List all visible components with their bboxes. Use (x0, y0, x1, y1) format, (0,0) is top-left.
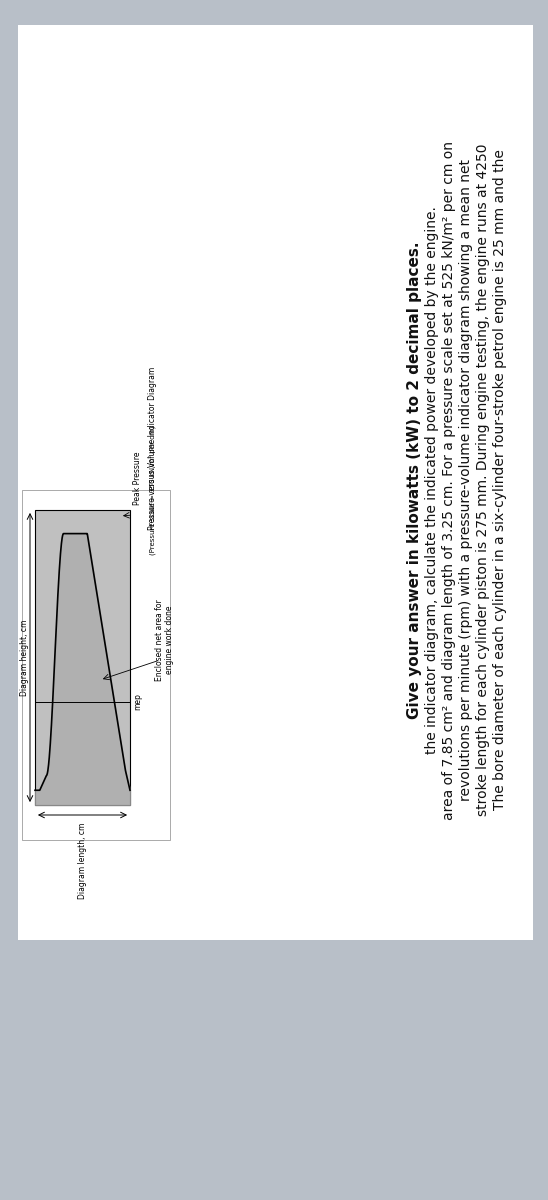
Text: Peak Pressure: Peak Pressure (133, 451, 142, 505)
Bar (35, 510, 130, 805)
Text: Give your answer in kilowatts (kW) to 2 decimal places.: Give your answer in kilowatts (kW) to 2 … (408, 241, 423, 719)
Text: Pressure versus Volume Indicator Diagram: Pressure versus Volume Indicator Diagram (148, 367, 157, 530)
Text: Enclosed net area for
engine work done: Enclosed net area for engine work done (155, 599, 174, 680)
Text: Diagram height, cm: Diagram height, cm (20, 619, 30, 696)
Text: Diagram length, cm: Diagram length, cm (78, 823, 87, 899)
Text: The bore diameter of each cylinder in a six-cylinder four-stroke petrol engine i: The bore diameter of each cylinder in a … (493, 150, 507, 810)
Text: mep: mep (133, 694, 142, 710)
Text: stroke length for each cylinder piston is 275 mm. During engine testing, the eng: stroke length for each cylinder piston i… (476, 144, 490, 816)
Text: revolutions per minute (rpm) with a pressure-volume indicator diagram showing a : revolutions per minute (rpm) with a pres… (459, 158, 473, 802)
Text: area of 7.85 cm² and diagram length of 3.25 cm. For a pressure scale set at 525 : area of 7.85 cm² and diagram length of 3… (442, 140, 456, 820)
Text: (Pressure scale = 350 kN/m² per cm): (Pressure scale = 350 kN/m² per cm) (148, 426, 156, 554)
Bar (22, 490, 170, 840)
Text: the indicator diagram, calculate the indicated power developed by the engine.: the indicator diagram, calculate the ind… (425, 206, 439, 754)
Bar (18, 25, 533, 940)
